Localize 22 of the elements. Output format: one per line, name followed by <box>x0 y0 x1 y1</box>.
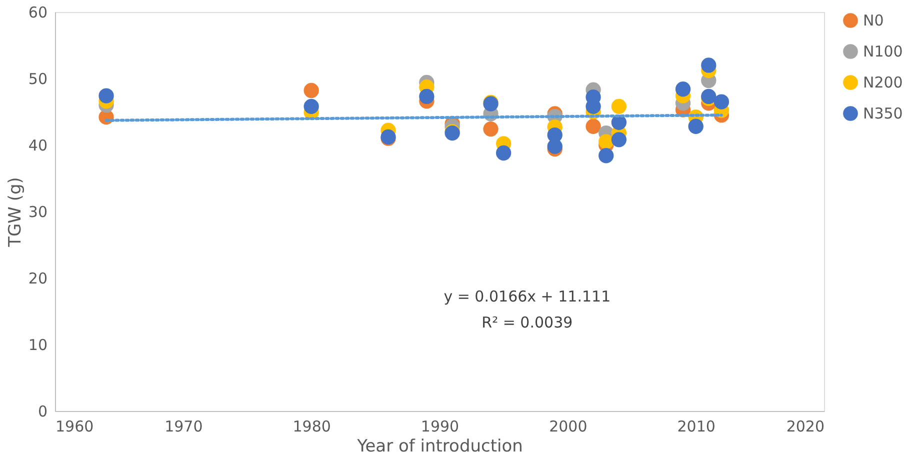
legend-label: N100 <box>863 42 903 60</box>
y-tick-label: 40 <box>28 136 48 154</box>
y-tick-label: 0 <box>38 402 48 420</box>
annotation: y = 0.0166x + 11.111 <box>444 288 611 306</box>
y-axis-title: TGW (g) <box>5 177 26 248</box>
x-tick-label: 1970 <box>164 418 203 436</box>
x-tick-label: 1990 <box>420 418 460 436</box>
legend-label: N350 <box>863 104 903 122</box>
y-tick-label: 30 <box>28 203 48 221</box>
x-tick-label: 2010 <box>677 418 716 436</box>
x-tick-label: 2000 <box>549 418 588 436</box>
x-tick-label: 2020 <box>786 418 824 436</box>
y-tick-label: 60 <box>28 4 48 22</box>
y-tick-label: 50 <box>28 70 48 88</box>
y-tick-label: 10 <box>28 336 48 354</box>
x-tick-label: 1980 <box>292 418 331 436</box>
x-axis-title: Year of introduction <box>356 436 523 456</box>
x-tick-label: 1960 <box>56 418 94 436</box>
annotation: R² = 0.0039 <box>482 314 573 332</box>
y-tick-label: 20 <box>28 270 48 288</box>
legend-label: N0 <box>863 12 884 30</box>
legend-label: N200 <box>863 74 903 92</box>
